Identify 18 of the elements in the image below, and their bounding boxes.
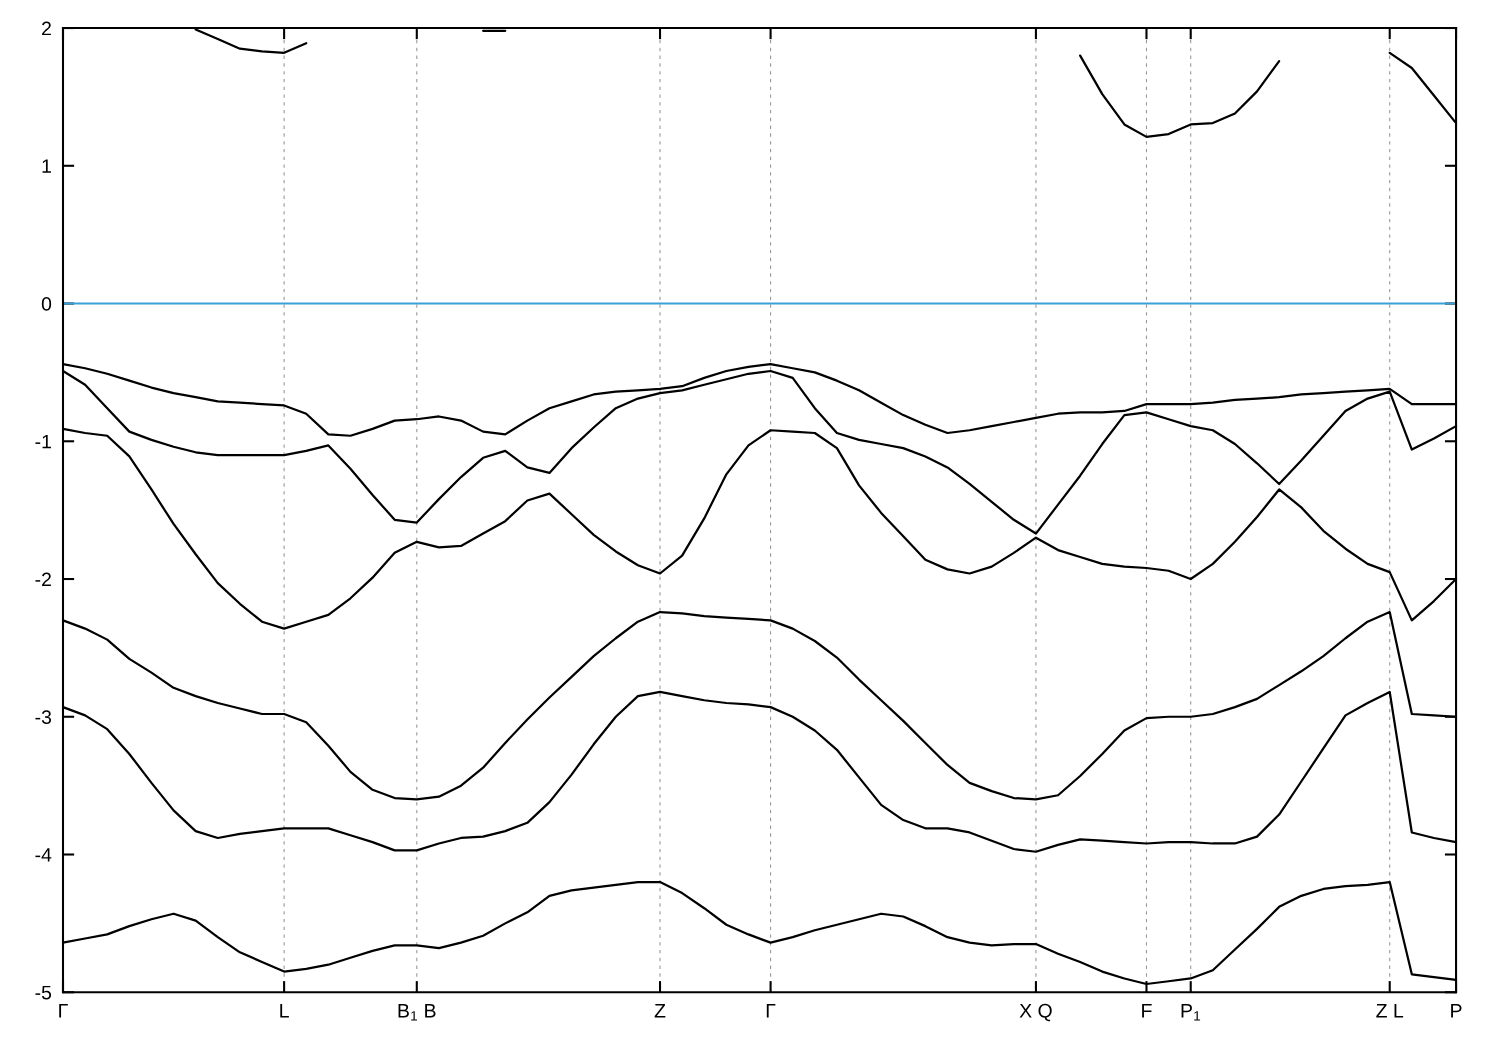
y-tick-label: 0	[41, 296, 52, 311]
x-tick-label: P	[1451, 1004, 1462, 1018]
x-tick-label: Z L	[1376, 1004, 1404, 1018]
x-tick-label: X Q	[1019, 1003, 1052, 1022]
y-tick-label: -2	[35, 572, 51, 587]
x-tick-label: L	[280, 1004, 289, 1018]
y-tick-label: 2	[42, 21, 51, 36]
y-tick-label: -4	[35, 848, 52, 862]
x-tick-label: Γ	[59, 1004, 68, 1018]
x-tick-label: B$_{1}$ B	[398, 1004, 436, 1021]
y-tick-label: -5	[35, 985, 52, 1000]
y-tick-label: -3	[35, 710, 52, 724]
x-tick-label: P$_{1}$	[1181, 1004, 1201, 1021]
y-tick-label: 1	[42, 159, 51, 173]
x-tick-label: Z	[654, 1004, 666, 1018]
y-tick-label: -1	[35, 434, 51, 449]
x-tick-label: F	[1142, 1004, 1152, 1018]
x-tick-label: Γ	[766, 1004, 776, 1018]
